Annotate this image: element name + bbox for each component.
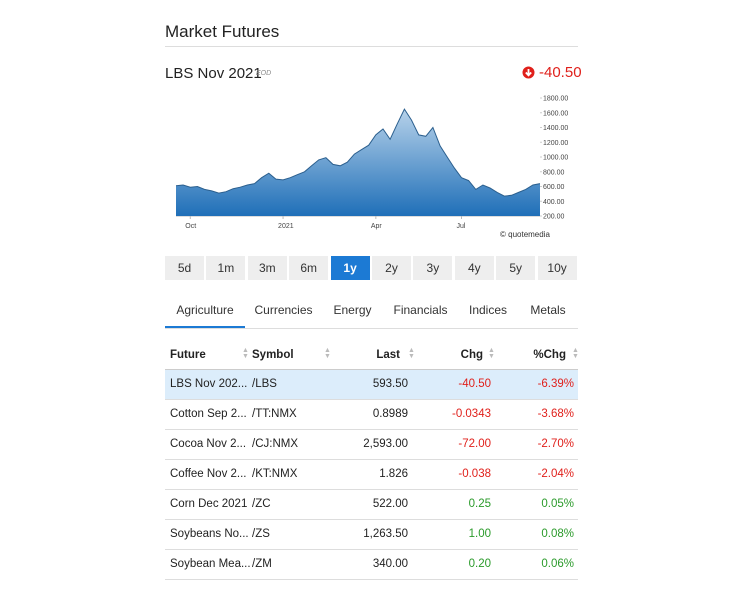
table-row[interactable] xyxy=(165,520,578,550)
table-cell: 0.08% xyxy=(541,528,574,540)
line xyxy=(175,108,541,197)
period-button[interactable]: 6m xyxy=(289,256,329,280)
period-button[interactable]: 5y xyxy=(496,256,536,280)
x-tick-label: Apr xyxy=(371,223,383,230)
quote-tag: EOD xyxy=(256,70,272,77)
tab[interactable]: Currencies xyxy=(254,303,313,317)
y-tick-label: 1200.00 xyxy=(543,140,568,147)
table-cell: Coffee Nov 2... xyxy=(170,468,247,480)
table-cell: 1.826 xyxy=(379,468,408,480)
sort-icon: ▲ ▼ xyxy=(242,347,249,360)
table-row[interactable] xyxy=(165,430,578,460)
period-button[interactable]: 3y xyxy=(413,256,453,280)
table-cell: -40.50 xyxy=(458,378,491,390)
tab[interactable]: Indices xyxy=(468,303,508,317)
y-tick-label: 1400.00 xyxy=(543,125,568,132)
table-cell: 0.06% xyxy=(541,558,574,570)
y-tick-label: 400.00 xyxy=(543,199,565,206)
table-cell: 0.20 xyxy=(468,558,491,570)
x-tick-label: Oct xyxy=(185,223,196,230)
table-cell: Cotton Sep 2... xyxy=(170,408,247,420)
table-cell: -0.0343 xyxy=(451,408,491,420)
table-cell: 522.00 xyxy=(372,498,408,510)
sort-icon: ▲ ▼ xyxy=(488,347,495,360)
column-header[interactable]: Future xyxy=(170,349,206,361)
chart: © quotemedia 200.00 400.00 600.00 800.00 100… xyxy=(175,96,568,239)
period-button[interactable]: 1m xyxy=(206,256,246,280)
area xyxy=(176,109,540,216)
table-cell: Corn Dec 2021 xyxy=(170,498,248,510)
table-cell: -72.00 xyxy=(458,438,491,450)
tab-divider xyxy=(165,328,578,329)
table-cell: -3.68% xyxy=(537,408,574,420)
column-header[interactable]: %Chg xyxy=(533,349,566,361)
sort-icon: ▲ ▼ xyxy=(324,347,331,360)
table-cell: 0.25 xyxy=(468,498,491,510)
chart-credit: © quotemedia xyxy=(500,230,550,239)
quote-name: LBS Nov 2021 xyxy=(165,65,262,82)
table-cell: /ZS xyxy=(252,528,270,540)
period-button[interactable]: 2y xyxy=(372,256,411,280)
table-cell: 1,263.50 xyxy=(363,528,408,540)
quote-change: -40.50 xyxy=(539,64,582,81)
period-button[interactable]: 4y xyxy=(454,256,494,280)
table-row[interactable] xyxy=(165,490,578,520)
x-tick-label: 2021 xyxy=(278,223,294,230)
table-cell: Soybean Mea... xyxy=(170,558,251,570)
column-header[interactable]: Last xyxy=(376,349,400,361)
table-cell: Soybeans No... xyxy=(170,528,249,540)
y-tick-label: 1800.00 xyxy=(543,96,568,103)
down-icon xyxy=(522,66,535,79)
table-cell: /ZC xyxy=(252,498,271,510)
table-cell: 2,593.00 xyxy=(363,438,408,450)
table-cell: Cocoa Nov 2... xyxy=(170,438,247,450)
page-title: Market Futures xyxy=(165,22,280,41)
tab[interactable]: Agriculture xyxy=(176,303,234,317)
table-cell: 0.8989 xyxy=(372,408,408,420)
sort-icon: ▲ ▼ xyxy=(572,347,579,360)
table-cell: /TT:NMX xyxy=(252,408,297,420)
period-button[interactable]: 5d xyxy=(165,256,204,280)
table-cell: -2.70% xyxy=(537,438,574,450)
y-tick-label: 600.00 xyxy=(543,184,565,191)
x-tick-label: Jul xyxy=(456,223,465,230)
tab-underline xyxy=(165,326,245,328)
table-cell: 1.00 xyxy=(468,528,491,540)
period-button[interactable]: 3m xyxy=(247,256,287,280)
sort-icon: ▲ ▼ xyxy=(408,347,415,360)
tab[interactable]: Energy xyxy=(333,303,372,317)
y-tick-label: 800.00 xyxy=(543,169,565,176)
y-tick-label: 200.00 xyxy=(543,214,565,221)
table-cell: -2.04% xyxy=(537,468,574,480)
table-cell: /LBS xyxy=(252,378,277,390)
table-cell: -6.39% xyxy=(537,378,574,390)
table-cell: LBS Nov 202... xyxy=(170,378,248,390)
table-cell: 0.05% xyxy=(541,498,574,510)
y-tick-label: 1600.00 xyxy=(543,110,568,117)
table-cell: -0.038 xyxy=(458,468,491,480)
table-cell: /KT:NMX xyxy=(252,468,298,480)
table-cell: 340.00 xyxy=(372,558,408,570)
period-button[interactable]: 10y xyxy=(537,256,577,280)
table-cell: /ZM xyxy=(252,558,272,570)
header-divider xyxy=(165,369,578,370)
period-button[interactable]: 1y xyxy=(330,256,370,280)
table-row[interactable] xyxy=(165,370,578,400)
table-row[interactable] xyxy=(165,460,578,490)
table-row[interactable] xyxy=(165,400,578,430)
table-cell: /CJ:NMX xyxy=(252,438,298,450)
table-cell: 593.50 xyxy=(372,378,408,390)
tab[interactable]: Financials xyxy=(393,303,448,317)
table-row[interactable] xyxy=(165,550,578,580)
tab[interactable]: Metals xyxy=(530,303,566,317)
divider xyxy=(165,46,578,47)
column-header[interactable]: Symbol xyxy=(252,349,294,361)
column-header[interactable]: Chg xyxy=(460,349,483,361)
y-tick-label: 1000.00 xyxy=(543,155,568,162)
